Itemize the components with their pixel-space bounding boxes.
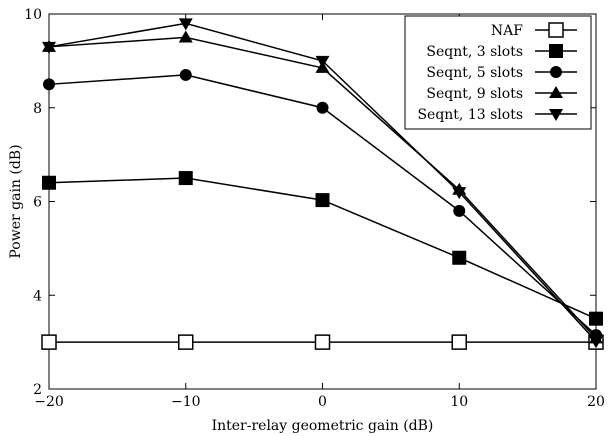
- data-point: [178, 171, 193, 186]
- data-point: [178, 334, 194, 350]
- legend-marker: [549, 109, 563, 121]
- x-tick-label: 0: [318, 394, 327, 410]
- legend-label: NAF: [491, 23, 523, 39]
- data-point: [314, 334, 331, 350]
- data-point: [589, 336, 603, 349]
- legend: NAF Seqnt, 3 slots Seqnt, 5 slots Seqnt, 9 …: [404, 15, 592, 130]
- data-point: [316, 101, 329, 114]
- legend-label: Seqnt, 9 slots: [426, 86, 523, 102]
- data-point: [179, 68, 192, 81]
- legend-marker: [550, 66, 562, 78]
- legend-marker: [549, 44, 563, 58]
- data-point: [178, 30, 193, 43]
- legend-label: Seqnt, 13 slots: [417, 107, 523, 123]
- legend-marker: [549, 86, 563, 98]
- data-point: [452, 187, 467, 200]
- y-tick-label: 8: [33, 101, 42, 117]
- x-axis-label: Inter-relay geometric gain (dB): [212, 418, 434, 434]
- series-1: [42, 171, 603, 326]
- data-point: [178, 18, 193, 31]
- data-point: [589, 311, 603, 326]
- series-4: [42, 18, 603, 349]
- data-point: [452, 250, 467, 265]
- data-point: [315, 193, 330, 208]
- x-tick-label: −20: [34, 394, 64, 410]
- x-tick-label: 20: [587, 394, 605, 410]
- y-tick-label: 10: [24, 7, 42, 23]
- y-tick-label: 4: [33, 288, 42, 304]
- data-point: [453, 204, 466, 217]
- legend-label: Seqnt, 3 slots: [426, 44, 523, 60]
- data-point: [451, 334, 467, 350]
- data-point: [42, 175, 56, 190]
- x-tick-label: 10: [450, 394, 468, 410]
- series-layer: [41, 18, 604, 350]
- y-tick-label: 6: [33, 195, 42, 211]
- y-axis-label: Power gain (dB): [8, 144, 24, 258]
- legend-label: Seqnt, 5 slots: [426, 65, 523, 81]
- data-point: [41, 334, 57, 350]
- series-2: [43, 68, 602, 342]
- legend-marker: [548, 22, 564, 38]
- data-point: [42, 41, 56, 54]
- x-tick-label: −10: [171, 394, 201, 410]
- data-point: [315, 55, 330, 68]
- y-tick-label: 2: [33, 382, 42, 398]
- data-point: [43, 78, 55, 91]
- series-0: [41, 334, 604, 350]
